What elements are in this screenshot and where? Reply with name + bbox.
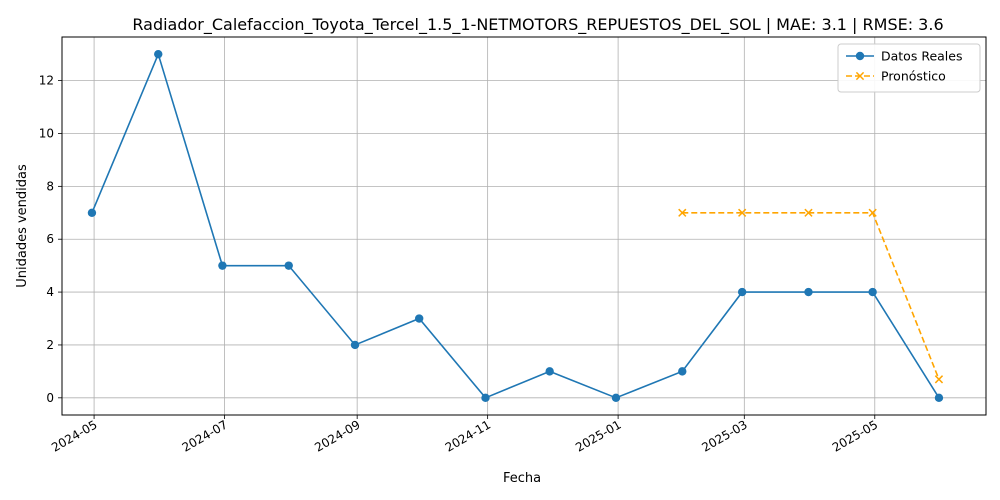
data-point xyxy=(481,393,490,403)
data-point xyxy=(868,208,877,217)
data-point xyxy=(868,287,877,297)
series-datos-reales xyxy=(87,49,944,403)
series-line xyxy=(91,51,940,399)
x-tick-label: 2025-01 xyxy=(573,417,623,454)
data-point xyxy=(934,393,944,403)
data-point xyxy=(804,208,813,217)
x-tick-label: 2025-05 xyxy=(830,417,880,454)
data-point xyxy=(678,208,687,217)
x-tick-label: 2024-09 xyxy=(312,417,362,454)
x-tick-label: 2025-03 xyxy=(699,417,749,454)
y-tick-label: 10 xyxy=(39,126,54,140)
legend-label: Pronóstico xyxy=(881,69,946,84)
data-point xyxy=(154,49,163,59)
y-tick-label: 2 xyxy=(46,338,54,352)
y-tick-label: 12 xyxy=(39,74,54,88)
data-point xyxy=(804,287,813,297)
x-tick-label: 2024-07 xyxy=(180,417,230,454)
y-tick-label: 8 xyxy=(46,179,54,193)
legend: Datos Reales Pronóstico xyxy=(837,43,981,93)
data-point xyxy=(611,393,621,403)
data-point xyxy=(87,208,97,217)
data-point xyxy=(218,261,227,270)
series-layer xyxy=(87,49,944,403)
data-point xyxy=(284,261,293,270)
y-tick-label: 6 xyxy=(46,232,54,246)
data-point xyxy=(545,367,554,376)
y-axis-label: Unidades vendidas xyxy=(15,164,30,288)
data-point xyxy=(350,340,360,350)
plot-frame xyxy=(61,36,987,416)
chart-title: Radiador_Calefaccion_Toyota_Tercel_1.5_1… xyxy=(132,15,943,35)
data-point xyxy=(934,375,944,384)
x-axis-label: Fecha xyxy=(503,471,541,486)
y-tick-label: 4 xyxy=(46,285,54,299)
data-point xyxy=(678,367,687,376)
series-pronostico xyxy=(678,208,944,384)
data-point xyxy=(737,287,747,297)
x-tick-label: 2024-11 xyxy=(443,417,493,454)
data-point xyxy=(738,208,747,217)
legend-item: Datos Reales xyxy=(846,49,962,64)
grid xyxy=(62,37,986,415)
series-line xyxy=(682,211,940,380)
y-tick-label: 0 xyxy=(46,391,54,405)
x-tick-label: 2024-05 xyxy=(49,417,99,454)
legend-label: Datos Reales xyxy=(881,49,962,64)
legend-item: Pronóstico xyxy=(846,69,946,84)
data-point xyxy=(414,314,424,323)
